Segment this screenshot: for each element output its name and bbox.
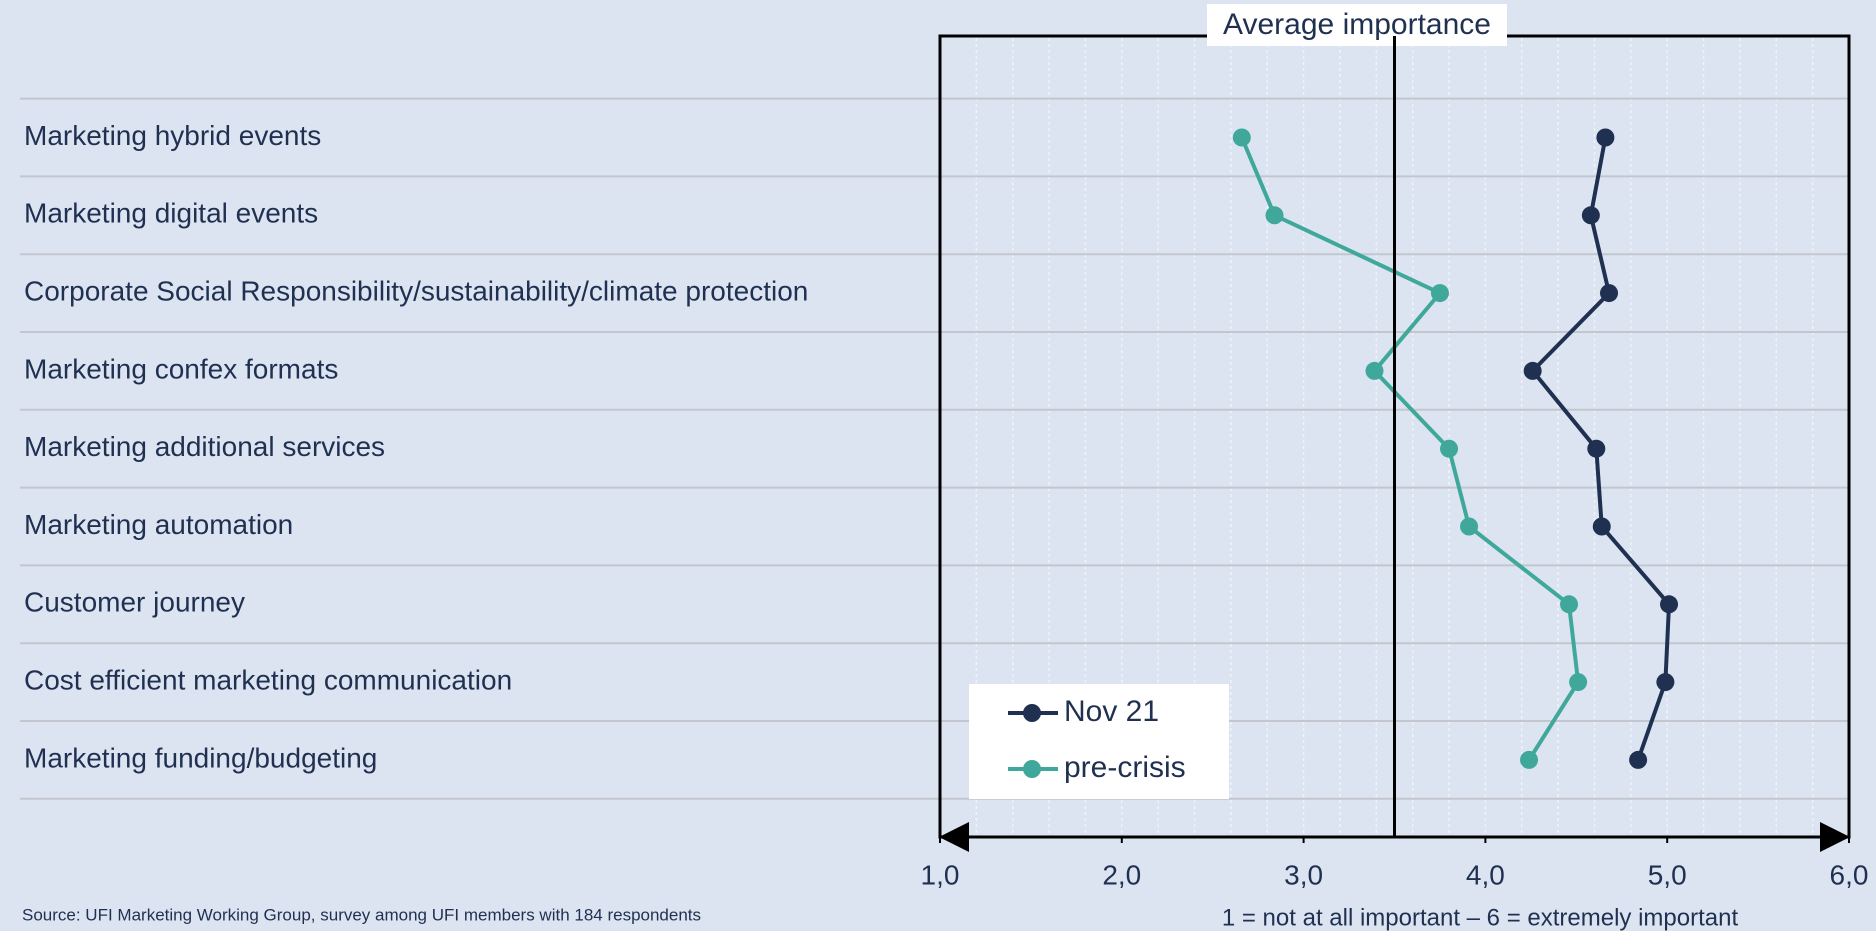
point <box>1440 439 1459 458</box>
point <box>1592 517 1611 536</box>
category-label: Customer journey <box>24 587 245 618</box>
x-tick-label: 2,0 <box>1102 859 1141 890</box>
source: Source: UFI Marketing Working Group, sur… <box>22 905 701 924</box>
legend-box <box>969 684 1229 799</box>
point <box>1660 595 1679 614</box>
chart-title: Average importance <box>1223 8 1491 41</box>
point <box>1569 673 1588 692</box>
legend: Nov 21 pre-crisis <box>969 684 1229 799</box>
point <box>1430 284 1449 303</box>
category-label: Marketing automation <box>24 509 293 540</box>
point <box>1232 128 1251 147</box>
point <box>1460 517 1479 536</box>
legend-label: Nov 21 <box>1064 695 1159 728</box>
point <box>1587 439 1606 458</box>
point <box>1581 206 1600 225</box>
point <box>1560 595 1579 614</box>
legend-marker <box>1023 760 1041 778</box>
title-box <box>1207 4 1507 46</box>
x-tick-label: 6,0 <box>1830 859 1869 890</box>
legend-marker <box>1023 704 1041 722</box>
category-label: Marketing additional services <box>24 431 385 462</box>
point <box>1365 361 1384 380</box>
point <box>1629 750 1648 769</box>
category-label: Marketing hybrid events <box>24 120 321 151</box>
point <box>1265 206 1284 225</box>
point <box>1523 361 1542 380</box>
legend-label: pre-crisis <box>1064 751 1186 784</box>
category-label: Marketing confex formats <box>24 353 338 384</box>
category-label: Marketing digital events <box>24 198 318 229</box>
category-label: Cost efficient marketing communication <box>24 664 512 695</box>
x-tick-label: 3,0 <box>1284 859 1323 890</box>
series-line <box>1239 136 1581 761</box>
category-label: Corporate Social Responsibility/sustaina… <box>24 275 808 306</box>
plot-area <box>1232 128 1679 769</box>
x-tick-label: 4,0 <box>1466 859 1505 890</box>
point <box>1656 673 1675 692</box>
point <box>1596 128 1615 147</box>
x-tick-label: 1,0 <box>921 859 960 890</box>
x-axis-note: 1 = not at all important – 6 = extremely… <box>1222 904 1739 931</box>
point <box>1600 284 1619 303</box>
point <box>1520 750 1539 769</box>
category-label: Marketing funding/budgeting <box>24 742 377 773</box>
x-tick-label: 5,0 <box>1648 859 1687 890</box>
grid <box>20 38 1849 835</box>
